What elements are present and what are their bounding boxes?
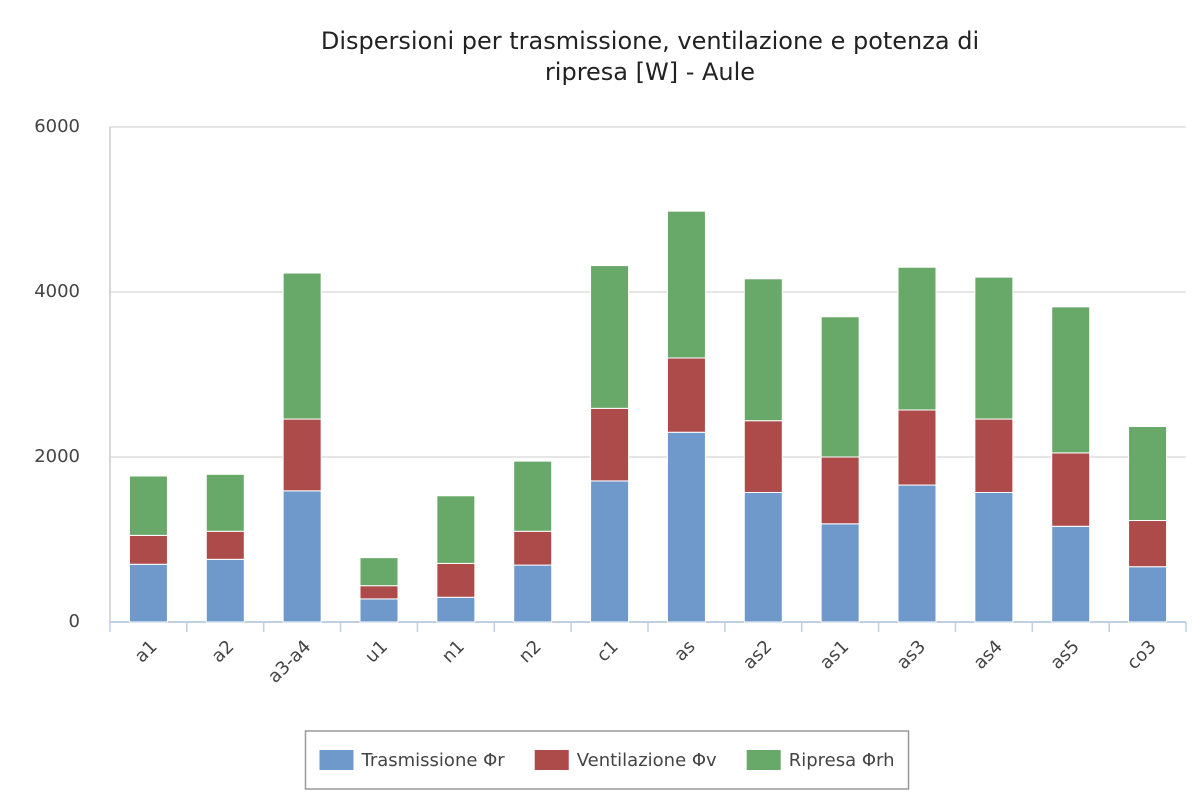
x-tick-label: as5: [1046, 636, 1083, 673]
bar-segment: [282, 272, 322, 420]
bar-segment: [974, 491, 1014, 623]
x-tick-label: as: [670, 636, 699, 665]
x-tick-label: as2: [739, 636, 776, 673]
bar-segment: [820, 316, 860, 458]
bar-segment: [1128, 520, 1168, 568]
y-tick-label: 6000: [34, 116, 80, 137]
bar-segment: [666, 357, 706, 433]
bar-segment: [1051, 306, 1091, 454]
bar-segment: [897, 484, 937, 623]
bar-segment: [205, 530, 245, 560]
x-tick-label: n1: [438, 636, 469, 667]
bar-segment: [820, 523, 860, 623]
bar-segment: [974, 276, 1014, 420]
y-tick-label: 0: [69, 611, 80, 632]
bar-segment: [128, 534, 168, 565]
x-tick-label: as1: [816, 636, 853, 673]
legend-box: [304, 730, 910, 790]
bar-segment: [743, 491, 783, 623]
legend-label: Ventilazione Φv: [577, 750, 717, 771]
y-tick-label: 2000: [34, 446, 80, 467]
x-tick-label: c1: [593, 636, 623, 666]
x-tick-label: a1: [131, 636, 162, 667]
bar-segment: [513, 530, 553, 566]
x-tick-label: a2: [208, 636, 239, 667]
chart-title: Dispersioni per trasmissione, ventilazio…: [320, 27, 980, 86]
y-tick-label: 4000: [34, 281, 80, 302]
bar-segment: [205, 558, 245, 623]
x-tick-label: a3-a4: [264, 636, 315, 687]
bar-segment: [743, 420, 783, 493]
bar-segment: [1128, 425, 1168, 522]
bar-segment: [590, 407, 630, 482]
x-tick-label: co3: [1123, 636, 1161, 674]
bar-segment: [590, 480, 630, 623]
bar-segment: [974, 418, 1014, 493]
x-tick-label: as4: [970, 636, 1007, 673]
bar-segment: [436, 495, 476, 564]
bar-segment: [897, 409, 937, 486]
bar-segment: [1051, 525, 1091, 623]
bar-segment: [205, 473, 245, 532]
bar-segment: [436, 596, 476, 623]
bar-segment: [1128, 566, 1168, 623]
bar-segment: [282, 418, 322, 492]
bar-segment: [743, 278, 783, 422]
bar-segment: [128, 563, 168, 623]
x-tick-label: u1: [361, 636, 392, 667]
legend-swatch: [319, 750, 354, 770]
bar-segment: [513, 460, 553, 532]
x-tick-label: n2: [515, 636, 546, 667]
bar-segment: [436, 562, 476, 598]
legend-swatch: [746, 750, 781, 770]
legend: Trasmissione Φr Ventilazione Φv Ripresa Φr…: [304, 730, 910, 790]
bar-segment: [359, 585, 399, 600]
bar-segment: [897, 266, 937, 411]
bar-segment: [359, 598, 399, 623]
bar-segment: [513, 564, 553, 623]
bar-segment: [359, 557, 399, 587]
bar-segment: [666, 431, 706, 623]
bar-segment: [590, 265, 630, 409]
bar-segment: [128, 475, 168, 536]
bar-segment: [282, 490, 322, 623]
bar-segment: [1051, 452, 1091, 527]
bar-segment: [820, 456, 860, 525]
bar-segment: [666, 210, 706, 359]
legend-label: Ripresa Φrh: [789, 750, 895, 771]
x-tick-label: as3: [893, 636, 930, 673]
legend-label: Trasmissione Φr: [360, 750, 505, 771]
legend-swatch: [534, 750, 569, 770]
